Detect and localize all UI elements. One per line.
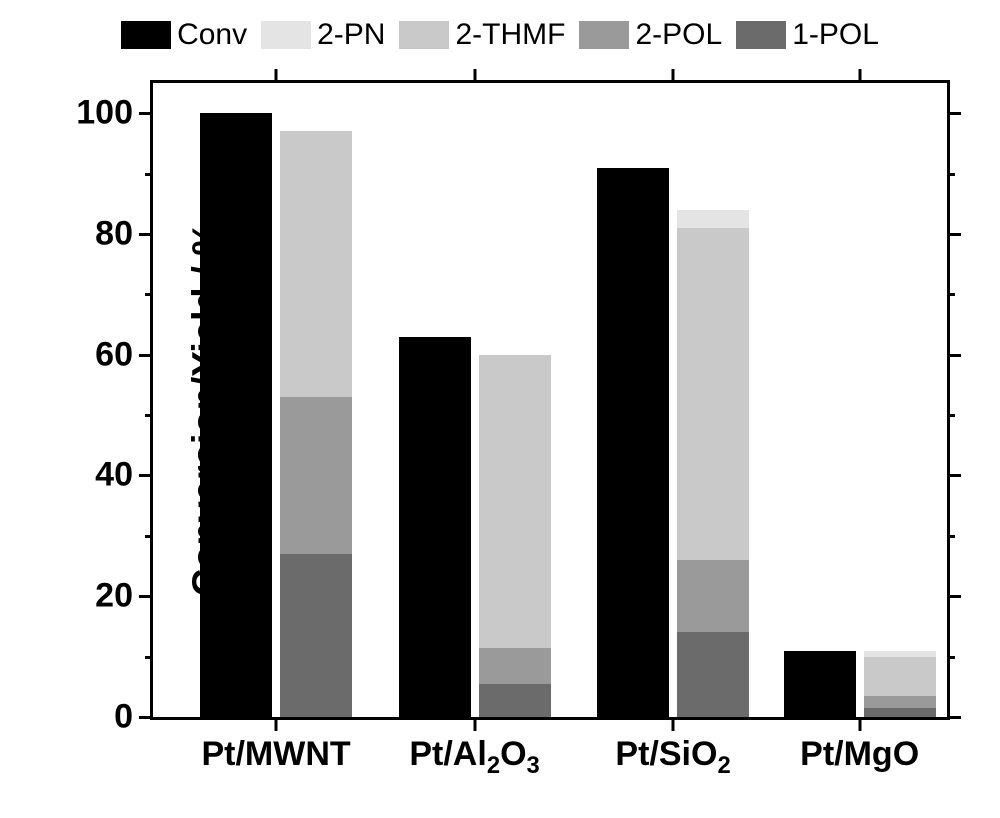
bar-segment-1-POL — [677, 632, 749, 717]
legend-label: 2-PN — [317, 18, 385, 52]
bar-segment-2-POL — [479, 648, 551, 684]
ytick — [947, 112, 961, 115]
bar-segment-2-THMF — [479, 355, 551, 648]
bar-segment-2-PN — [677, 210, 749, 228]
ytick-label: 80 — [95, 214, 133, 253]
ytick — [947, 233, 961, 236]
xtick — [473, 717, 476, 731]
ytick — [139, 716, 153, 719]
ytick — [139, 354, 153, 357]
ytick-label: 60 — [95, 335, 133, 374]
ytick-label: 100 — [76, 94, 133, 133]
legend-swatch — [579, 21, 629, 49]
legend-swatch — [399, 21, 449, 49]
ytick-minor — [947, 173, 955, 176]
bar-segment-2-POL — [280, 397, 352, 554]
ytick — [139, 112, 153, 115]
yield-stacked-bar — [280, 131, 352, 717]
ytick-minor — [145, 656, 153, 659]
legend-item: Conv — [121, 18, 247, 52]
ytick-minor — [145, 414, 153, 417]
bar-group: Pt/MWNT — [200, 113, 352, 717]
legend-label: 2-THMF — [455, 18, 565, 52]
bar-segment-2-THMF — [864, 657, 936, 696]
x-axis-label: Pt/SiO2 — [615, 735, 730, 780]
xtick — [473, 69, 476, 83]
bar-group: Pt/Al2O3 — [399, 337, 551, 717]
bar-segment-1-POL — [479, 684, 551, 717]
xtick — [858, 69, 861, 83]
ytick-minor — [145, 173, 153, 176]
conv-bar — [200, 113, 272, 717]
legend-label: 2-POL — [635, 18, 722, 52]
plot-area: 020406080100Pt/MWNTPt/Al2O3Pt/SiO2Pt/MgO — [150, 80, 950, 720]
ytick-minor — [947, 535, 955, 538]
conv-bar — [597, 168, 669, 717]
xtick — [275, 69, 278, 83]
legend-swatch — [736, 21, 786, 49]
legend-swatch — [121, 21, 171, 49]
bar-group: Pt/MgO — [784, 651, 936, 717]
bar-segment-2-THMF — [280, 131, 352, 397]
yield-stacked-bar — [864, 651, 936, 717]
ytick — [947, 354, 961, 357]
bar-group: Pt/SiO2 — [597, 168, 749, 717]
ytick — [947, 595, 961, 598]
conv-bar — [784, 651, 856, 717]
xtick — [672, 717, 675, 731]
yield-stacked-bar — [479, 355, 551, 717]
ytick — [947, 474, 961, 477]
legend-label: Conv — [177, 18, 247, 52]
legend-label: 1-POL — [792, 18, 879, 52]
ytick-label: 20 — [95, 577, 133, 616]
legend-item: 2-POL — [579, 18, 722, 52]
legend-swatch — [261, 21, 311, 49]
xtick — [858, 717, 861, 731]
ytick-minor — [947, 656, 955, 659]
legend-item: 2-PN — [261, 18, 385, 52]
x-axis-label: Pt/Al2O3 — [409, 735, 539, 780]
x-axis-label: Pt/MWNT — [201, 735, 350, 774]
xtick — [275, 717, 278, 731]
figure: Conv2-PN2-THMF2-POL1-POL Conversion/Yiel… — [0, 0, 1000, 818]
ytick-minor — [947, 293, 955, 296]
bar-segment-2-POL — [864, 696, 936, 708]
ytick — [139, 474, 153, 477]
conv-bar — [399, 337, 471, 717]
ytick-label: 0 — [114, 698, 133, 737]
x-axis-label: Pt/MgO — [800, 735, 919, 774]
ytick-minor — [145, 293, 153, 296]
legend: Conv 2-PN 2-THMF 2-POL 1-POL — [0, 18, 1000, 52]
bar-segment-1-POL — [280, 554, 352, 717]
ytick-minor — [145, 535, 153, 538]
ytick — [139, 233, 153, 236]
ytick-label: 40 — [95, 456, 133, 495]
legend-item: 1-POL — [736, 18, 879, 52]
ytick — [139, 595, 153, 598]
bar-segment-2-THMF — [677, 228, 749, 560]
yield-stacked-bar — [677, 210, 749, 717]
bar-segment-2-POL — [677, 560, 749, 632]
bar-segment-1-POL — [864, 708, 936, 717]
ytick — [947, 716, 961, 719]
xtick — [672, 69, 675, 83]
legend-item: 2-THMF — [399, 18, 565, 52]
ytick-minor — [947, 414, 955, 417]
